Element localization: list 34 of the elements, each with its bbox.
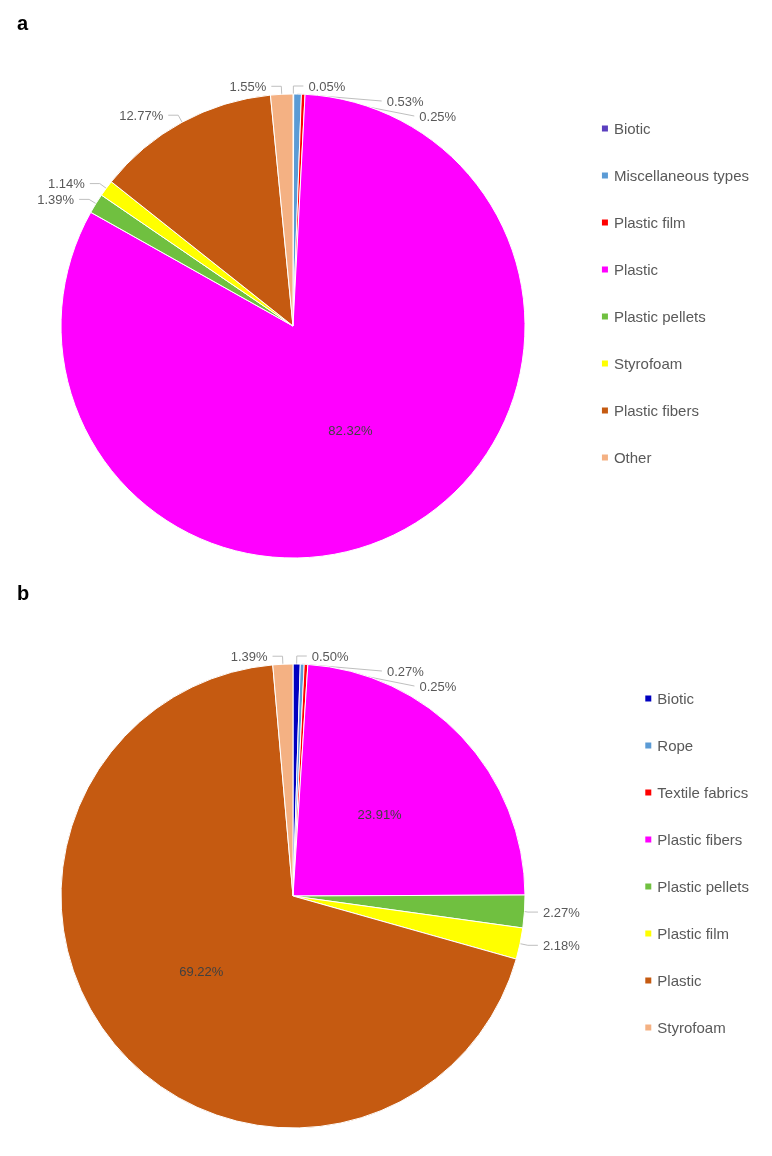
legend-label: Plastic pellets [613,308,706,325]
chart-title: a [17,12,29,34]
legend-label: Rope [657,737,694,754]
legend-label: Biotic [657,690,695,707]
legend-label: Plastic pellets [657,878,750,895]
data-label: 0.27% [386,663,425,679]
legend-label: Plastic fibers [657,831,743,848]
data-label: 23.91% [357,806,403,822]
data-label: 2.18% [542,937,581,953]
data-label: 0.25% [419,108,457,124]
data-label: 0.05% [308,78,346,94]
data-label: 2.27% [542,904,581,920]
legend-label: Plastic film [657,925,729,942]
data-label: 0.25% [419,678,457,694]
data-label: 12.77% [119,107,164,123]
legend-label: Miscellaneous types [613,167,750,184]
legend-label: Biotic [613,120,652,137]
legend-label: Plastic [613,261,659,278]
data-label: 1.39% [230,648,268,664]
data-label: 1.39% [37,191,75,207]
data-label: 1.14% [47,176,86,192]
data-label: 1.55% [229,78,267,94]
legend-label: Plastic fibers [613,402,699,419]
legend-label: Styrofoam [657,1019,726,1036]
data-label: 0.53% [386,93,424,109]
chart-title: b [17,582,30,604]
legend-label: Plastic [657,972,702,989]
legend-label: Styrofoam [613,355,683,372]
legend-label: Plastic film [613,214,686,231]
legend-label: Textile fabrics [657,784,749,801]
data-label: 69.22% [179,964,224,980]
data-label: 0.50% [311,648,350,664]
data-label: 82.32% [328,422,373,438]
legend-label: Other [613,449,652,466]
